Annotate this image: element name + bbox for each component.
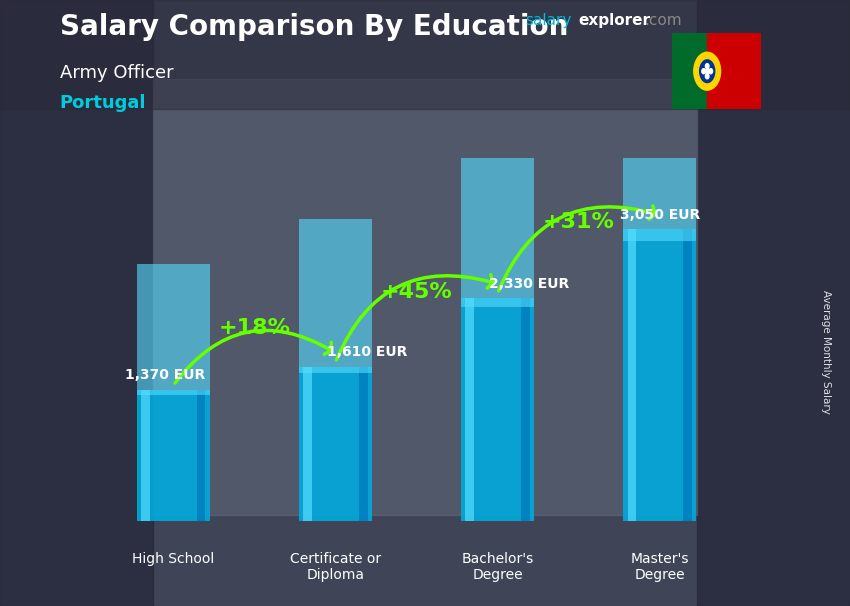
Bar	[466, 298, 474, 521]
Bar	[461, 84, 534, 307]
Bar	[303, 367, 312, 521]
Bar	[0, 0, 850, 109]
Bar	[623, 229, 696, 521]
Bar	[707, 33, 761, 109]
Circle shape	[702, 68, 705, 74]
Bar	[196, 390, 206, 521]
Circle shape	[709, 68, 712, 74]
Bar	[683, 229, 692, 521]
Text: .com: .com	[644, 13, 682, 28]
Bar	[359, 367, 367, 521]
Bar	[299, 367, 372, 521]
Circle shape	[698, 58, 717, 84]
Bar	[521, 298, 530, 521]
Text: Salary Comparison By Education: Salary Comparison By Education	[60, 13, 568, 41]
Text: explorer: explorer	[578, 13, 650, 28]
Bar	[461, 298, 534, 521]
Text: Portugal: Portugal	[60, 94, 146, 112]
Bar	[672, 33, 707, 109]
Text: High School: High School	[133, 552, 214, 566]
Text: 2,330 EUR: 2,330 EUR	[490, 276, 570, 290]
Text: salary: salary	[525, 13, 572, 28]
Text: +18%: +18%	[218, 318, 291, 338]
Text: 3,050 EUR: 3,050 EUR	[620, 208, 700, 222]
Circle shape	[706, 64, 709, 68]
Text: 1,610 EUR: 1,610 EUR	[327, 345, 408, 359]
Bar	[697, 0, 850, 606]
Bar	[137, 264, 210, 395]
Bar	[153, 79, 697, 515]
Bar	[0, 0, 153, 606]
Text: Bachelor's
Degree: Bachelor's Degree	[462, 552, 534, 582]
Bar	[141, 390, 150, 521]
Bar	[299, 219, 372, 373]
Bar	[137, 390, 210, 521]
Text: +45%: +45%	[381, 282, 452, 302]
Text: +31%: +31%	[542, 211, 615, 231]
Circle shape	[694, 52, 721, 90]
Bar	[623, 0, 696, 241]
Text: 1,370 EUR: 1,370 EUR	[125, 368, 205, 382]
Text: Master's
Degree: Master's Degree	[631, 552, 689, 582]
Bar	[627, 229, 637, 521]
Circle shape	[706, 68, 709, 74]
Text: Army Officer: Army Officer	[60, 64, 173, 82]
Circle shape	[706, 74, 709, 79]
Text: Average Monthly Salary: Average Monthly Salary	[821, 290, 831, 413]
Text: Certificate or
Diploma: Certificate or Diploma	[290, 552, 381, 582]
